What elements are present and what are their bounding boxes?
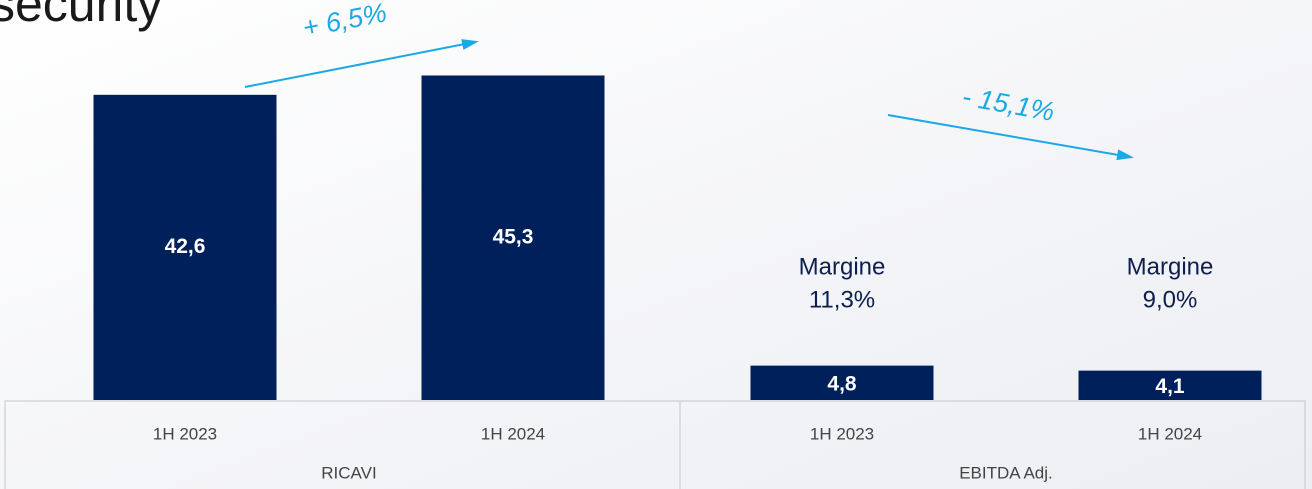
- arrow-head: [1116, 149, 1134, 161]
- table-frame: [4, 400, 1306, 489]
- margin-label: Margine: [799, 253, 886, 280]
- group-label: EBITDA Adj.: [959, 463, 1053, 482]
- margin-label: 9,0%: [1143, 286, 1198, 313]
- margin-label: 11,3%: [809, 286, 875, 313]
- bar: [1078, 370, 1262, 400]
- bar: [750, 365, 934, 400]
- x-tick-label: 1H 2023: [810, 424, 874, 443]
- bar: [421, 75, 605, 400]
- x-tick-label: 1H 2023: [153, 424, 217, 443]
- value-label: 4,1: [1155, 375, 1185, 398]
- value-label: 42,6: [165, 235, 206, 258]
- value-label: 4,8: [827, 372, 857, 395]
- chart-title: security: [0, 0, 162, 32]
- growth-arrow: [244, 41, 476, 88]
- bar: [93, 94, 277, 400]
- x-tick-label: 1H 2024: [481, 424, 545, 443]
- x-tick-label: 1H 2024: [1138, 424, 1202, 443]
- margin-label: Margine: [1127, 253, 1214, 280]
- arrow-head: [461, 39, 479, 50]
- value-label: 45,3: [493, 225, 534, 248]
- group-label: RICAVI: [321, 463, 376, 482]
- growth-arrow: [887, 114, 1131, 158]
